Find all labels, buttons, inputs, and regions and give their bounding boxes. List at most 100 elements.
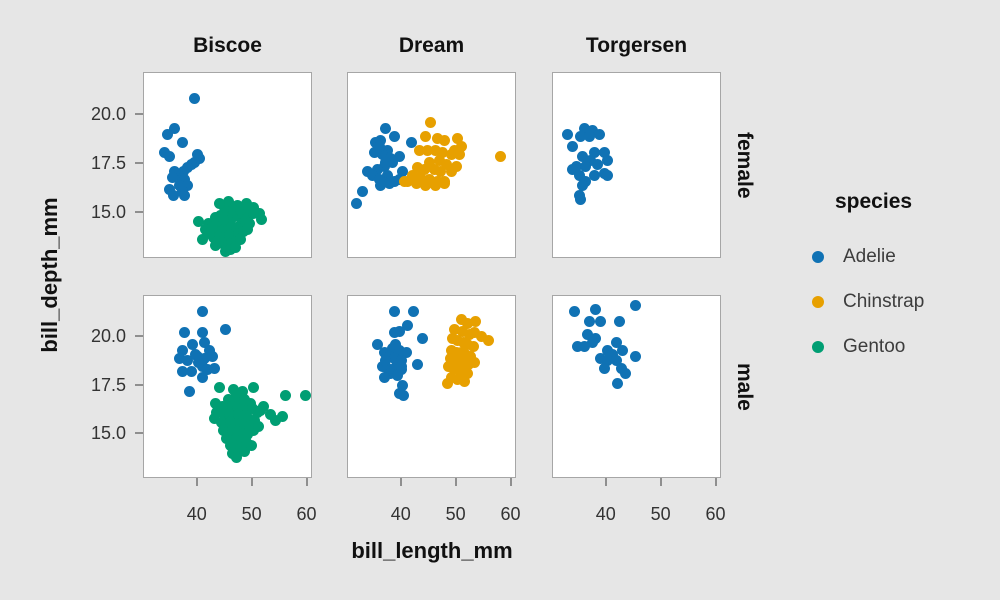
data-point-adelie xyxy=(193,356,205,368)
data-point-adelie xyxy=(396,360,408,372)
data-point-chinstrap xyxy=(448,144,460,156)
data-point-gentoo xyxy=(206,221,218,233)
data-point-gentoo xyxy=(253,420,265,432)
data-point-gentoo xyxy=(235,233,247,245)
data-point-gentoo xyxy=(204,227,216,239)
data-point-chinstrap xyxy=(469,356,481,368)
data-point-gentoo xyxy=(214,382,226,393)
data-point-chinstrap xyxy=(455,140,467,152)
data-point-chinstrap xyxy=(482,335,494,347)
data-point-gentoo xyxy=(238,446,250,458)
data-point-adelie xyxy=(612,378,624,390)
data-point-adelie xyxy=(388,130,400,142)
facet-row-title-male: male xyxy=(733,362,756,411)
legend-item-chinstrap: Chinstrap xyxy=(800,287,995,317)
panel-biscoe-male xyxy=(143,295,312,478)
data-point-adelie xyxy=(197,372,209,384)
data-point-gentoo xyxy=(210,235,222,247)
data-point-chinstrap xyxy=(422,144,434,156)
data-point-adelie xyxy=(189,348,201,360)
y-tick-mark xyxy=(135,334,143,337)
data-point-chinstrap xyxy=(470,315,482,327)
data-point-adelie xyxy=(397,380,409,392)
data-point-chinstrap xyxy=(468,327,480,339)
data-point-adelie xyxy=(177,345,189,356)
data-point-adelie xyxy=(587,124,598,136)
data-point-adelie xyxy=(585,154,597,166)
data-point-adelie xyxy=(385,368,397,380)
y-tick-label: 20.0 xyxy=(90,325,126,346)
legend-title: species xyxy=(835,190,913,213)
data-point-chinstrap xyxy=(433,154,445,166)
data-point-adelie xyxy=(377,148,389,160)
data-point-adelie xyxy=(595,315,607,327)
data-point-adelie xyxy=(599,146,611,158)
facet-column-title-torgersen: Torgersen xyxy=(585,34,688,57)
y-tick-mark xyxy=(135,383,143,386)
data-point-adelie xyxy=(374,140,386,152)
data-point-adelie xyxy=(588,170,600,182)
data-point-adelie xyxy=(388,327,400,339)
data-point-chinstrap xyxy=(456,325,468,337)
data-point-gentoo xyxy=(227,204,239,216)
x-tick-label: 40 xyxy=(186,504,207,524)
data-point-gentoo xyxy=(255,213,267,225)
x-tick-label: 50 xyxy=(241,504,262,524)
data-point-adelie xyxy=(185,366,197,378)
data-point-adelie xyxy=(587,337,598,349)
x-tick-mark xyxy=(659,478,662,486)
data-point-gentoo xyxy=(246,440,258,452)
legend-label-gentoo: Gentoo xyxy=(843,336,906,357)
legend-key-dot-chinstrap xyxy=(812,296,824,308)
data-point-adelie xyxy=(382,144,393,156)
data-point-adelie xyxy=(373,174,385,186)
x-tick-mark xyxy=(604,478,607,486)
x-tick-mark xyxy=(195,478,198,486)
x-tick-label: 40 xyxy=(595,504,616,524)
data-point-adelie xyxy=(182,354,194,366)
data-point-adelie xyxy=(573,170,585,182)
x-tick-mark xyxy=(509,478,512,486)
data-point-chinstrap xyxy=(449,323,461,335)
data-point-adelie xyxy=(388,362,400,374)
data-point-adelie xyxy=(208,362,220,374)
data-point-chinstrap xyxy=(430,180,442,192)
data-point-adelie xyxy=(379,156,391,168)
data-point-chinstrap xyxy=(445,372,457,384)
data-point-adelie xyxy=(562,128,574,140)
panel-dream-male xyxy=(347,295,516,478)
data-point-chinstrap xyxy=(425,116,437,128)
data-point-chinstrap xyxy=(439,134,451,146)
data-point-adelie xyxy=(405,136,417,148)
data-point-chinstrap xyxy=(399,176,411,188)
data-point-chinstrap xyxy=(431,132,443,144)
data-point-adelie xyxy=(408,306,420,318)
data-point-adelie xyxy=(588,146,600,158)
data-point-chinstrap xyxy=(423,174,435,186)
data-point-adelie xyxy=(375,180,387,192)
data-point-adelie xyxy=(607,348,619,360)
y-tick-label: 15.0 xyxy=(90,202,126,223)
legend-label-adelie: Adelie xyxy=(843,246,896,267)
data-point-adelie xyxy=(582,329,594,341)
data-point-chinstrap xyxy=(412,162,424,174)
data-point-gentoo xyxy=(270,415,282,427)
legend-item-gentoo: Gentoo xyxy=(800,332,995,362)
data-point-adelie xyxy=(164,184,176,196)
y-tick-mark xyxy=(135,162,143,165)
facet-row-title-female: female xyxy=(733,131,756,199)
data-point-gentoo xyxy=(211,215,223,227)
data-point-adelie xyxy=(593,128,605,140)
data-point-adelie xyxy=(380,122,392,134)
data-point-chinstrap xyxy=(428,164,440,176)
data-point-adelie xyxy=(350,198,362,210)
data-point-gentoo xyxy=(234,204,246,216)
data-point-chinstrap xyxy=(442,378,454,390)
data-point-gentoo xyxy=(244,217,256,229)
data-point-adelie xyxy=(592,158,604,170)
data-point-adelie xyxy=(417,333,429,345)
data-point-adelie xyxy=(178,327,190,339)
data-point-chinstrap xyxy=(459,376,471,388)
data-point-adelie xyxy=(400,346,412,358)
